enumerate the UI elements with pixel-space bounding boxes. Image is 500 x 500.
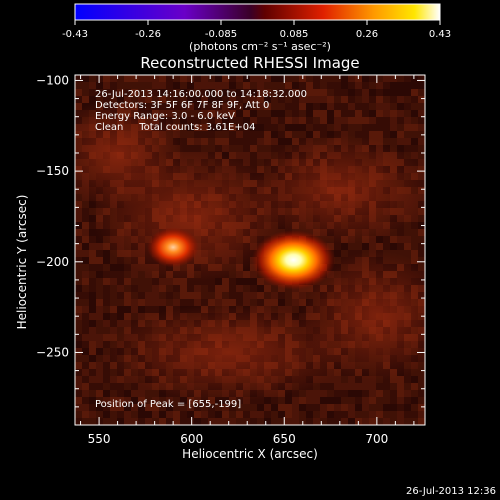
annotation-detectors: Detectors: 3F 5F 6F 7F 8F 9F, Att 0	[95, 100, 269, 111]
plot-frame	[74, 74, 426, 426]
background-haze	[106, 303, 351, 402]
y-tick-label: −200	[36, 255, 69, 269]
peak-position-label: Position of Peak = [655,-199]	[95, 399, 241, 410]
x-tick-label: 600	[180, 432, 203, 446]
axes: 550 600 650 700 −100 −150 −200 −250	[36, 73, 425, 446]
annotation-clean-counts: Clean Total counts: 3.61E+04	[95, 122, 255, 133]
colorbar-units-label: (photons cm⁻² s⁻¹ asec⁻²)	[189, 40, 331, 53]
chart-title: Reconstructed RHESSI Image	[140, 54, 359, 72]
y-tick-label: −150	[36, 164, 69, 178]
colorbar-tick-label: -0.26	[135, 29, 161, 40]
heatmap-image	[75, 75, 425, 425]
footer-timestamp: 26-Jul-2013 12:36	[406, 486, 496, 497]
annotation-energy-range: Energy Range: 3.0 - 6.0 keV	[95, 111, 235, 122]
background-haze	[250, 134, 425, 244]
x-tick-label: 700	[365, 432, 388, 446]
x-tick-label: 650	[273, 432, 296, 446]
background-haze	[75, 98, 185, 208]
colorbar-ticks: -0.43 -0.26 -0.085 0.085 0.26 0.43	[62, 20, 451, 40]
annotation-time-range: 26-Jul-2013 14:16:00.000 to 14:18:32.000	[95, 89, 307, 100]
secondary-source	[147, 227, 200, 268]
colorbar-tick-label: 0.26	[356, 29, 378, 40]
y-tick-label: −250	[36, 345, 69, 359]
sources	[147, 227, 336, 290]
y-axis-label: Heliocentric Y (arcsec)	[15, 195, 29, 330]
colorbar-tick-label: 0.43	[429, 29, 451, 40]
background-haze	[299, 250, 425, 382]
colorbar-tick-label: -0.43	[62, 29, 88, 40]
colorbar-tick-label: 0.085	[280, 29, 309, 40]
peak-source	[251, 229, 336, 290]
y-tick-label: −100	[36, 73, 69, 87]
x-axis-label: Heliocentric X (arcsec)	[182, 447, 318, 461]
colorbar-tick-label: -0.085	[205, 29, 237, 40]
x-tick-label: 550	[88, 432, 111, 446]
colorbar	[74, 3, 441, 21]
